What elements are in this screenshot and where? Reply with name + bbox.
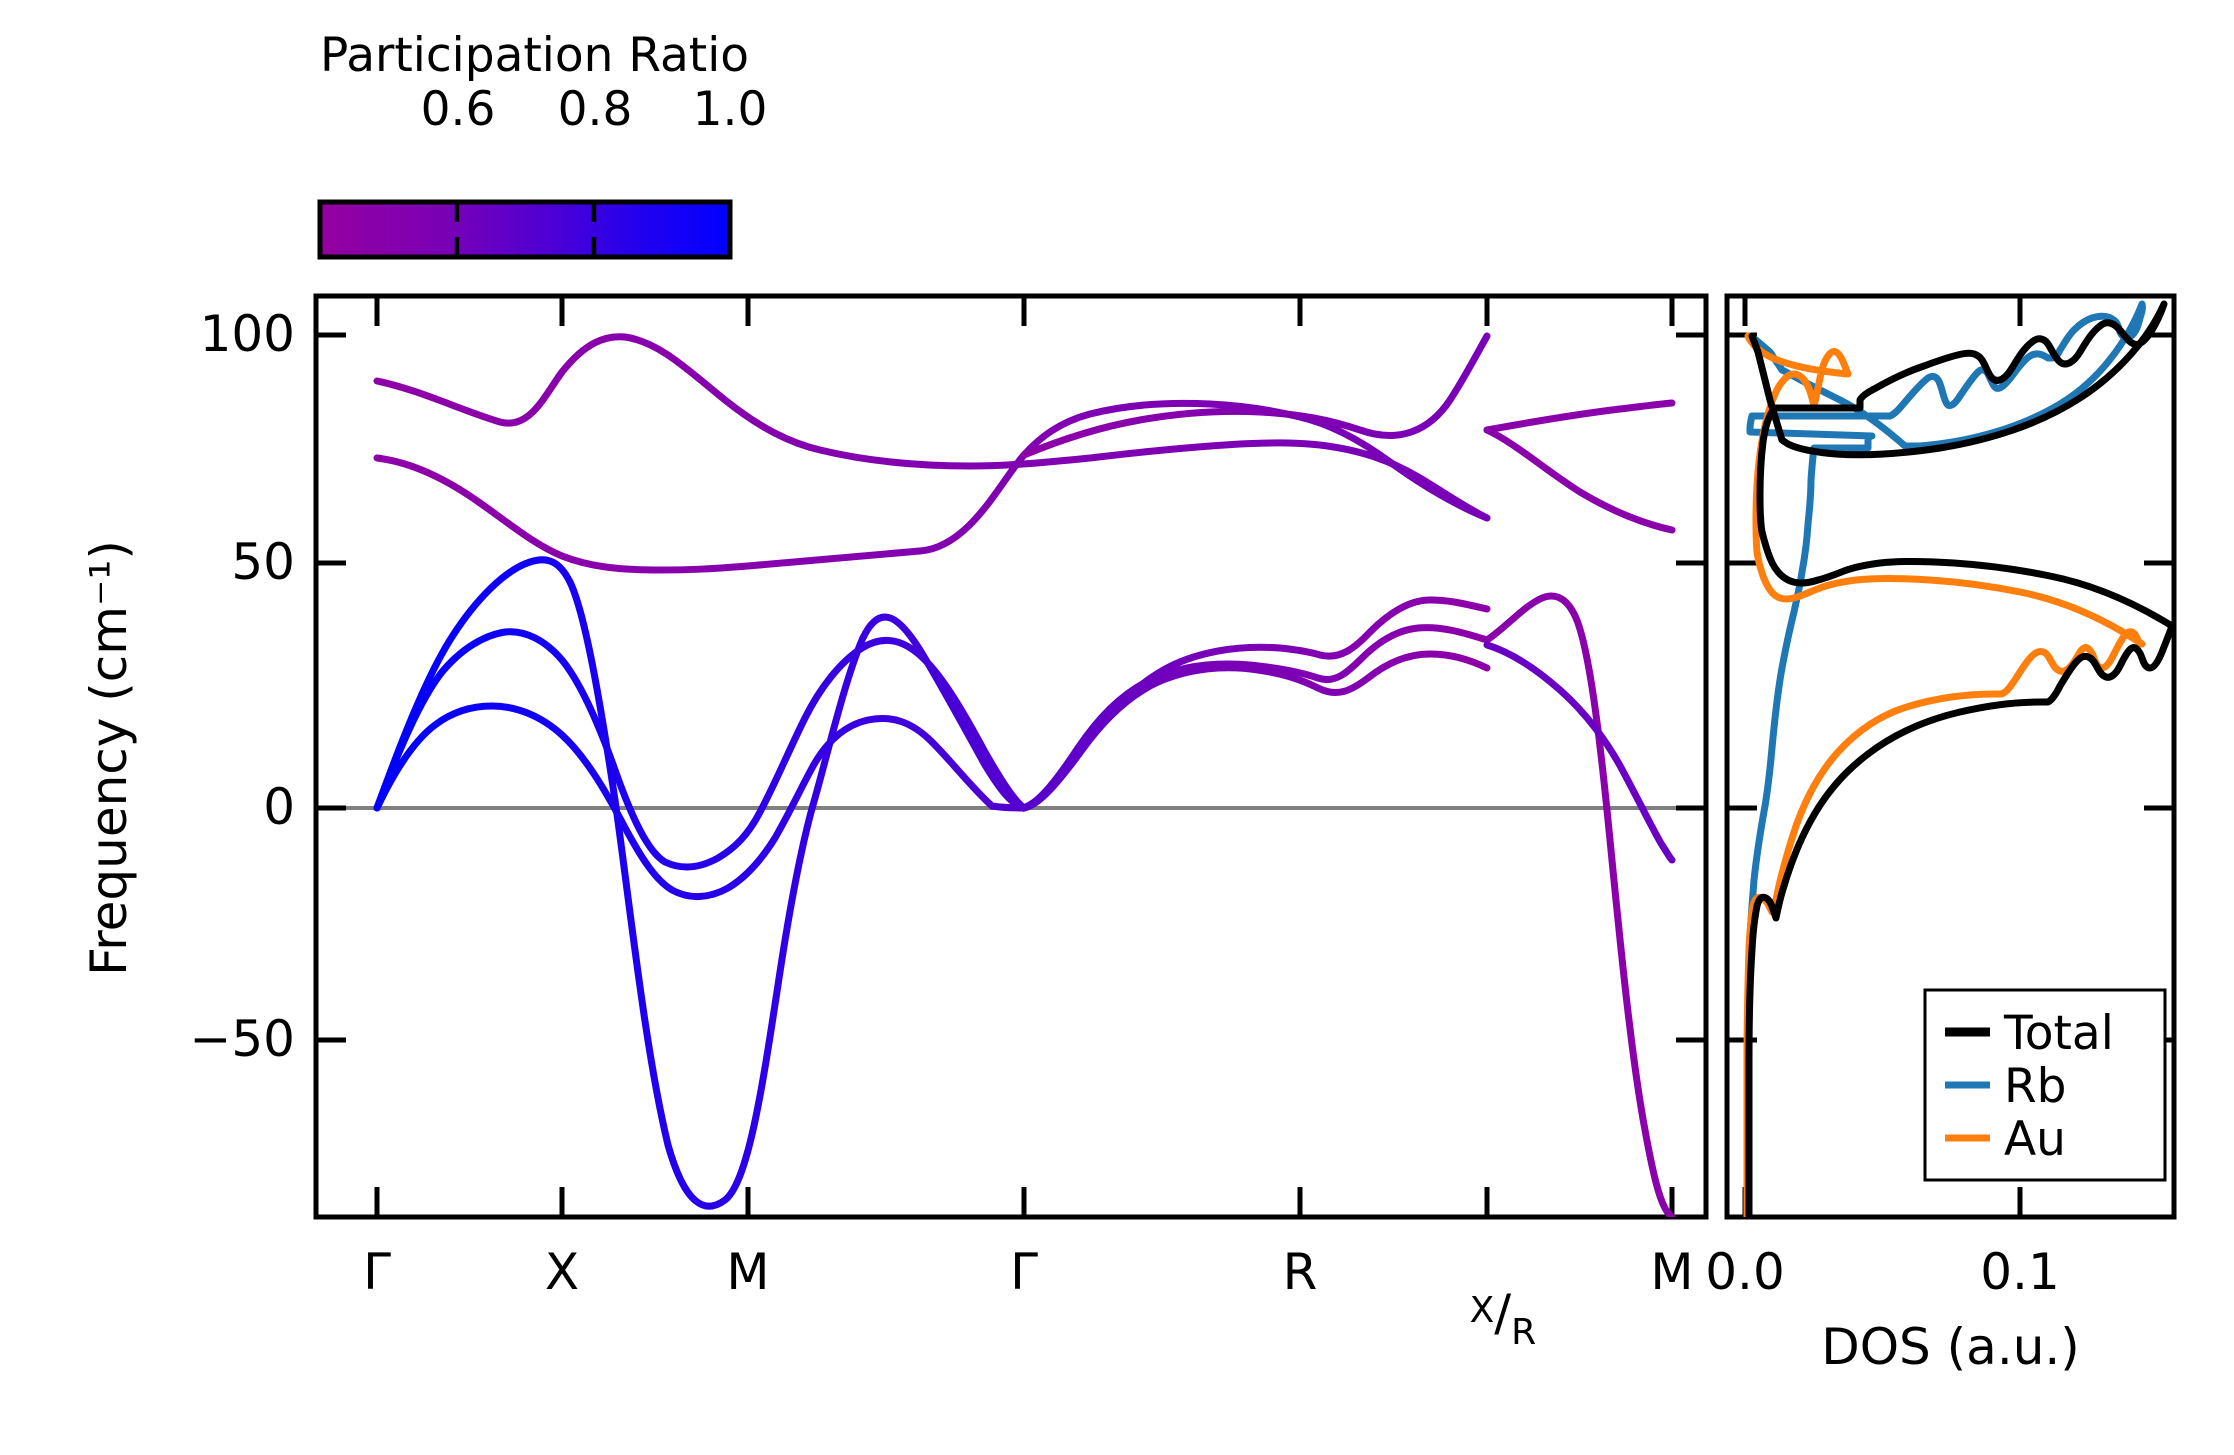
acoustic-band-5-seg (1483, 641, 1676, 864)
dos-legend[interactable] (1923, 988, 2167, 1182)
band-xtick-label-m-1: M (726, 1243, 770, 1301)
band-xtick-label-m-2: M (1650, 1243, 1694, 1301)
band-ytick-label-0: 0 (263, 778, 295, 836)
band-ytick-label--50: −50 (189, 1010, 295, 1068)
band-ytick-label-50: 50 (231, 533, 295, 591)
acoustic-band-1 (373, 556, 1491, 1210)
colorbar-tick-label-2: 1.0 (692, 82, 768, 137)
dos-series-total (1745, 300, 2174, 1217)
colorbar-tick-label-0: 0.6 (420, 82, 496, 137)
colorbar (317, 199, 733, 260)
band-x-ticks (374, 296, 1675, 1217)
dos-xlabel: DOS (a.u.) (1821, 1318, 2080, 1376)
optical-band-3 (1020, 332, 1491, 459)
band-ylabel: Frequency (cm⁻¹) (80, 540, 138, 976)
acoustic-band-4-seg (1483, 592, 1676, 1217)
optical-band-1 (373, 333, 1491, 522)
band-ytick-label-100: 100 (199, 305, 295, 363)
optical-band-4-seg (1483, 399, 1676, 434)
phonon-band-curves (373, 332, 1676, 1217)
band-xtick-x-superscript: X (1469, 1290, 1495, 1331)
legend-label-rb[interactable]: Rb (2004, 1059, 2067, 1114)
band-xtick-label-x-over-r: X/R (1417, 1238, 1557, 1351)
colorbar-gradient (317, 199, 733, 260)
acoustic-band-3 (373, 650, 1491, 900)
band-xtick-slash: / (1494, 1284, 1512, 1342)
legend-label-au[interactable]: Au (2004, 1112, 2066, 1167)
optical-band-5-seg (1483, 426, 1676, 534)
band-xtick-label-x: X (544, 1243, 580, 1301)
colorbar-title: Participation Ratio (320, 28, 750, 83)
band-xtick-label-gamma-1: Γ (363, 1243, 391, 1301)
acoustic-band-2 (373, 624, 1491, 871)
band-y-ticks (316, 332, 1706, 1043)
band-xtick-label-gamma-2: Γ (1010, 1243, 1038, 1301)
colorbar-tick-label-1: 0.8 (557, 82, 633, 137)
dos-xtick-label-0: 0.0 (1705, 1243, 1785, 1301)
band-xtick-r-subscript: R (1511, 1312, 1537, 1353)
dos-xtick-label-1: 0.1 (1980, 1243, 2060, 1301)
band-xtick-label-r: R (1282, 1243, 1318, 1301)
legend-label-total[interactable]: Total (2004, 1006, 2114, 1061)
dos-series-au (1743, 332, 2146, 1217)
dos-curves (1743, 300, 2174, 1217)
